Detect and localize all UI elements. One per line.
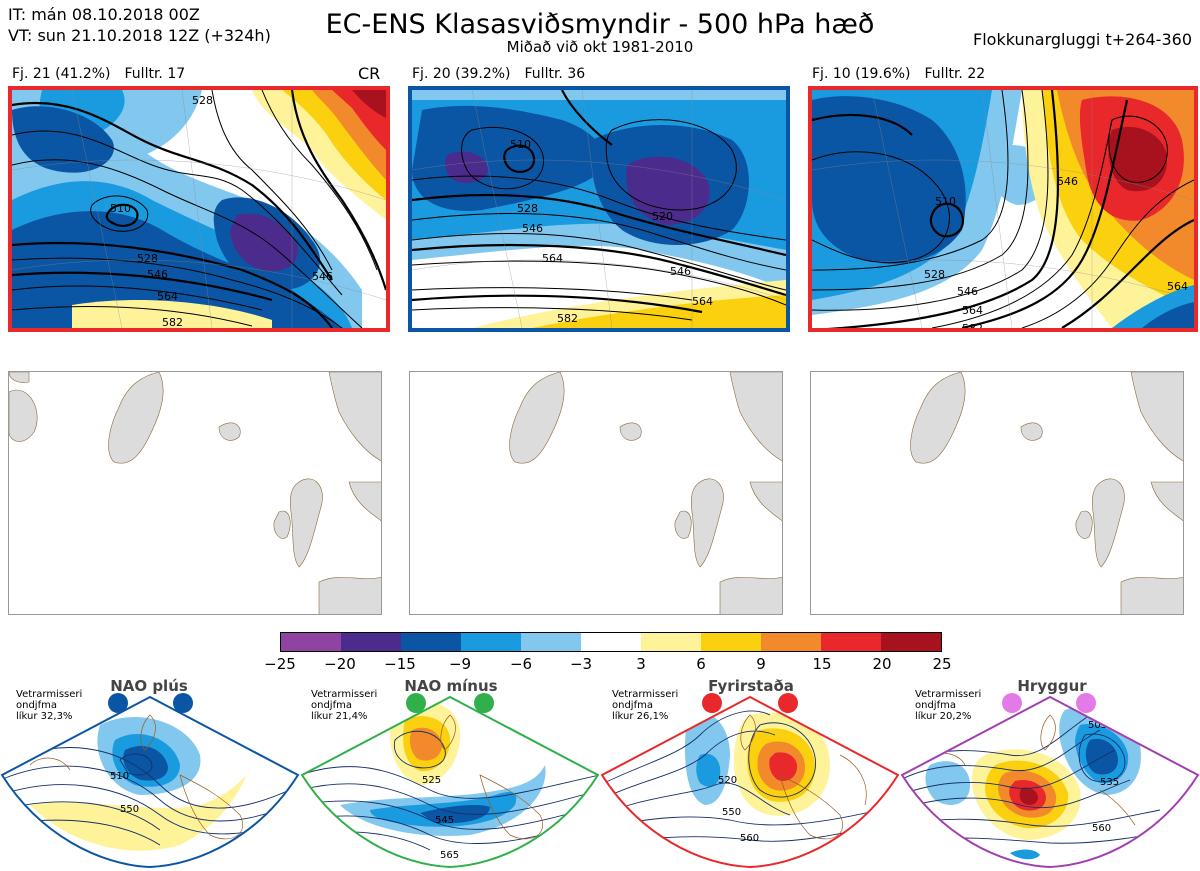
blank-map-1	[8, 371, 382, 615]
cluster-2-label: Fj. 20 (39.2%) Fulltr. 36	[412, 66, 599, 82]
contour-label-546: 546	[522, 222, 543, 235]
regime-1-marker-b	[173, 693, 193, 713]
regime-4-label-560: 560	[1092, 823, 1111, 834]
contour-label-520-east: 520	[652, 210, 673, 223]
colorbar-swatch	[401, 633, 461, 651]
colorbar-tick: −20	[324, 655, 356, 673]
contour-label-546-east: 546	[670, 265, 691, 278]
contour-label-528: 528	[924, 268, 945, 281]
colorbar-tick: −25	[264, 655, 296, 673]
regime-4-label-535: 535	[1100, 777, 1119, 788]
regime-2-label-565: 565	[440, 850, 459, 861]
regime-3-note: Vetrarmisseri ondjfma líkur 26,1%	[612, 689, 679, 722]
page-subtitle: Miðað við okt 1981-2010	[506, 38, 694, 56]
classification-window: Flokkunargluggi t+264-360	[973, 30, 1192, 49]
contour-label-528-north: 528	[192, 94, 213, 107]
contour-label-564: 564	[962, 304, 983, 317]
regime-2-marker-a	[406, 693, 426, 713]
regime-2-label-525: 525	[422, 775, 441, 786]
regime-4-title: Hryggur	[1017, 677, 1087, 695]
cluster-1-map: 510 528 546 564 582 546 528	[8, 86, 390, 332]
colorbar-swatch	[521, 633, 581, 651]
contour-label-564-east: 564	[692, 295, 713, 308]
regime-4-label-505: 505	[1088, 720, 1107, 731]
cluster-1-label: Fj. 21 (41.2%) Fulltr. 17	[12, 66, 199, 82]
contour-label-564-east: 564	[1167, 280, 1188, 293]
cluster-3-label: Fj. 10 (19.6%) Fulltr. 22	[812, 66, 999, 82]
initial-time: IT: mán 08.10.2018 00Z	[8, 5, 200, 24]
colorbar-tick: −6	[509, 655, 533, 673]
colorbar-swatch	[881, 633, 941, 651]
colorbar-swatch	[281, 633, 341, 651]
contour-label-546: 546	[147, 268, 168, 281]
contour-label-546-east: 546	[312, 270, 333, 283]
regime-3-label-550: 550	[722, 807, 741, 818]
colorbar-swatch	[341, 633, 401, 651]
colorbar-tick: 15	[812, 655, 832, 673]
contour-label-564: 564	[542, 252, 563, 265]
cluster-3-representative: Fulltr. 22	[924, 66, 986, 82]
contour-label-528: 528	[137, 252, 158, 265]
page-title: EC-ENS Klasasviðsmyndir - 500 hPa hæð	[325, 9, 875, 40]
contour-label-582: 582	[962, 322, 983, 328]
colorbar-tick: −9	[448, 655, 472, 673]
regime-1-label-510: 510	[110, 771, 129, 782]
regime-3-marker-b	[778, 693, 798, 713]
valid-time: VT: sun 21.10.2018 12Z (+324h)	[8, 26, 271, 45]
regime-1-map: 510 550	[0, 695, 300, 869]
colorbar-tick: 25	[932, 655, 952, 673]
colorbar-swatch	[581, 633, 641, 651]
contour-label-582: 582	[557, 312, 578, 325]
cluster-3-fraction: Fj. 10 (19.6%)	[812, 66, 911, 82]
cluster-3-map: 510 528 546 564 582 564 546	[808, 86, 1198, 332]
regime-2-label-545: 545	[435, 815, 454, 826]
contour-label-510: 510	[510, 138, 531, 151]
contour-label-528: 528	[517, 202, 538, 215]
forecast-times: IT: mán 08.10.2018 00Z VT: sun 21.10.201…	[8, 4, 271, 46]
cluster-1-tag: CR	[358, 64, 381, 83]
contour-label-510: 510	[935, 195, 956, 208]
blank-map-2	[409, 371, 783, 615]
colorbar-swatch	[641, 633, 701, 651]
regime-3-marker-a	[702, 693, 722, 713]
contour-label-582: 582	[162, 316, 183, 328]
colorbar-swatch	[701, 633, 761, 651]
contour-label-510: 510	[110, 202, 131, 215]
regime-1-title: NAO plús	[110, 677, 188, 695]
cluster-2-representative: Fulltr. 36	[524, 66, 586, 82]
colorbar-tick: 9	[756, 655, 766, 673]
colorbar-tick: 20	[872, 655, 892, 673]
regime-3-label-560: 560	[740, 833, 759, 844]
regime-1-marker-a	[108, 693, 128, 713]
regime-1-note: Vetrarmisseri ondjfma líkur 32,3%	[16, 689, 83, 722]
colorbar-tick: 3	[636, 655, 646, 673]
contour-label-564: 564	[157, 290, 178, 303]
cluster-1-fraction: Fj. 21 (41.2%)	[12, 66, 111, 82]
colorbar-swatch	[461, 633, 521, 651]
cluster-2-map: 510 528 546 564 582 520 546 564	[408, 86, 790, 332]
regime-2-map: 525 545 565	[300, 695, 600, 869]
regime-4-marker-a	[1002, 693, 1022, 713]
colorbar-swatch	[761, 633, 821, 651]
regime-1-label-550: 550	[120, 804, 139, 815]
regime-4-map: 505 535 560	[900, 695, 1200, 869]
colorbar-tick: 6	[696, 655, 706, 673]
regime-3-label-520: 520	[718, 775, 737, 786]
blank-map-3	[810, 371, 1184, 615]
regime-2-note: Vetrarmisseri ondjfma líkur 21,4%	[311, 689, 378, 722]
regime-4-marker-b	[1076, 693, 1096, 713]
colorbar-tick: −15	[384, 655, 416, 673]
contour-label-546-east: 546	[1057, 175, 1078, 188]
cluster-1-representative: Fulltr. 17	[124, 66, 186, 82]
colorbar-tick: −3	[569, 655, 593, 673]
cluster-2-fraction: Fj. 20 (39.2%)	[412, 66, 511, 82]
anomaly-colorbar	[280, 632, 942, 652]
regime-2-marker-b	[474, 693, 494, 713]
regime-2-title: NAO mínus	[404, 677, 498, 695]
regime-3-map: 520 550 560	[600, 695, 900, 869]
colorbar-swatch	[821, 633, 881, 651]
regime-4-note: Vetrarmisseri ondjfma líkur 20,2%	[915, 689, 982, 722]
contour-label-546: 546	[957, 285, 978, 298]
regime-3-title: Fyrirstaða	[708, 677, 794, 695]
